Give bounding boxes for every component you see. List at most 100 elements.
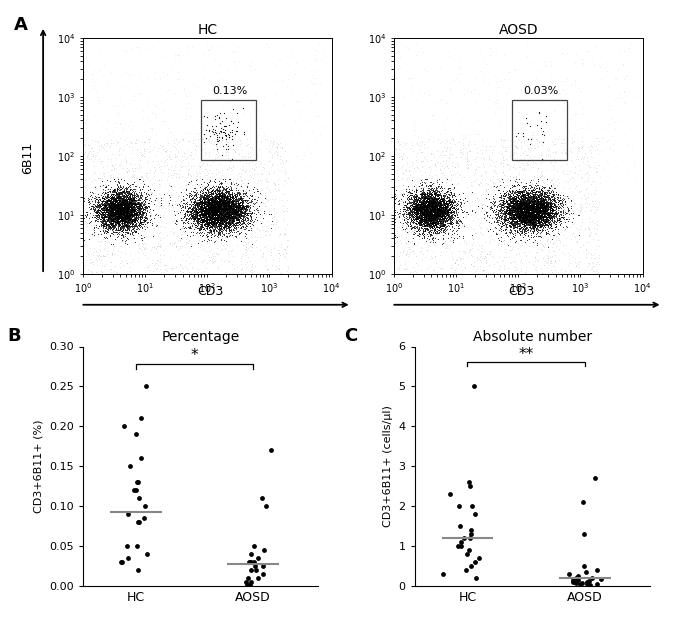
- Point: [519, 192, 530, 202]
- Point: [515, 202, 527, 212]
- Point: [438, 190, 449, 200]
- Point: [582, 183, 593, 193]
- Point: [533, 207, 545, 217]
- Point: [119, 227, 130, 238]
- Point: [434, 210, 445, 220]
- Point: [504, 191, 515, 201]
- Point: [144, 206, 155, 216]
- Point: [422, 202, 433, 212]
- Point: [507, 207, 518, 217]
- Point: [223, 210, 234, 220]
- Point: [519, 227, 530, 237]
- Point: [440, 209, 451, 219]
- Point: [435, 202, 446, 212]
- Point: [430, 210, 441, 220]
- Point: [429, 220, 440, 230]
- Point: [540, 192, 551, 202]
- Point: [473, 180, 484, 190]
- Point: [527, 217, 538, 227]
- Point: [125, 266, 136, 276]
- Point: [203, 222, 214, 232]
- Point: [430, 176, 442, 186]
- Point: [425, 208, 436, 218]
- Point: [422, 181, 433, 191]
- Point: [151, 243, 162, 253]
- Point: [403, 204, 414, 214]
- Point: [449, 75, 460, 85]
- Point: [126, 209, 137, 219]
- Point: [529, 236, 540, 246]
- Point: [120, 210, 131, 220]
- Point: [426, 205, 437, 215]
- Point: [114, 210, 125, 220]
- Point: [225, 200, 236, 210]
- Point: [441, 201, 452, 211]
- Point: [507, 202, 518, 212]
- Point: [446, 211, 457, 221]
- Point: [511, 213, 522, 223]
- Point: [121, 203, 132, 214]
- Point: [438, 210, 449, 220]
- Point: [214, 214, 225, 224]
- Point: [536, 195, 547, 205]
- Point: [532, 199, 543, 209]
- Point: [124, 211, 135, 221]
- Point: [519, 137, 530, 147]
- Point: [230, 205, 241, 215]
- Point: [562, 207, 574, 217]
- Point: [198, 201, 209, 211]
- Point: [120, 210, 131, 220]
- Point: [534, 200, 545, 210]
- Point: [136, 200, 147, 210]
- Point: [428, 198, 439, 208]
- Point: [527, 219, 538, 229]
- Point: [576, 142, 587, 152]
- Point: [527, 202, 538, 212]
- Point: [215, 217, 226, 227]
- Point: [108, 227, 119, 237]
- Point: [522, 204, 533, 214]
- Point: [117, 232, 129, 243]
- Point: [507, 218, 518, 228]
- Point: [554, 140, 565, 151]
- Point: [200, 203, 211, 214]
- Point: [122, 203, 133, 214]
- Point: [130, 163, 141, 173]
- Point: [229, 203, 240, 214]
- Point: [493, 212, 504, 222]
- Point: [211, 214, 223, 224]
- Point: [99, 205, 110, 215]
- Point: [180, 184, 191, 194]
- Point: [533, 216, 545, 226]
- Point: [406, 85, 417, 95]
- Point: [410, 228, 421, 238]
- Point: [403, 193, 414, 203]
- Point: [415, 193, 426, 203]
- Point: [121, 205, 132, 215]
- Point: [220, 209, 231, 219]
- Point: [111, 202, 122, 212]
- Point: [188, 199, 199, 209]
- Point: [533, 211, 545, 221]
- Point: [444, 211, 455, 221]
- Point: [534, 210, 545, 220]
- Point: [441, 202, 452, 212]
- Point: [178, 224, 189, 234]
- Point: [517, 200, 528, 210]
- Point: [100, 191, 111, 201]
- Point: [210, 188, 221, 198]
- Point: [535, 188, 546, 198]
- Point: [117, 190, 129, 200]
- Point: [549, 151, 560, 161]
- Point: [534, 211, 545, 221]
- Point: [523, 200, 534, 210]
- Point: [422, 193, 433, 203]
- Point: [143, 200, 154, 210]
- Point: [439, 200, 451, 210]
- Point: [219, 209, 230, 219]
- Point: [214, 175, 225, 185]
- Point: [445, 188, 456, 198]
- Point: [111, 210, 122, 220]
- Point: [553, 215, 564, 225]
- Point: [217, 207, 228, 217]
